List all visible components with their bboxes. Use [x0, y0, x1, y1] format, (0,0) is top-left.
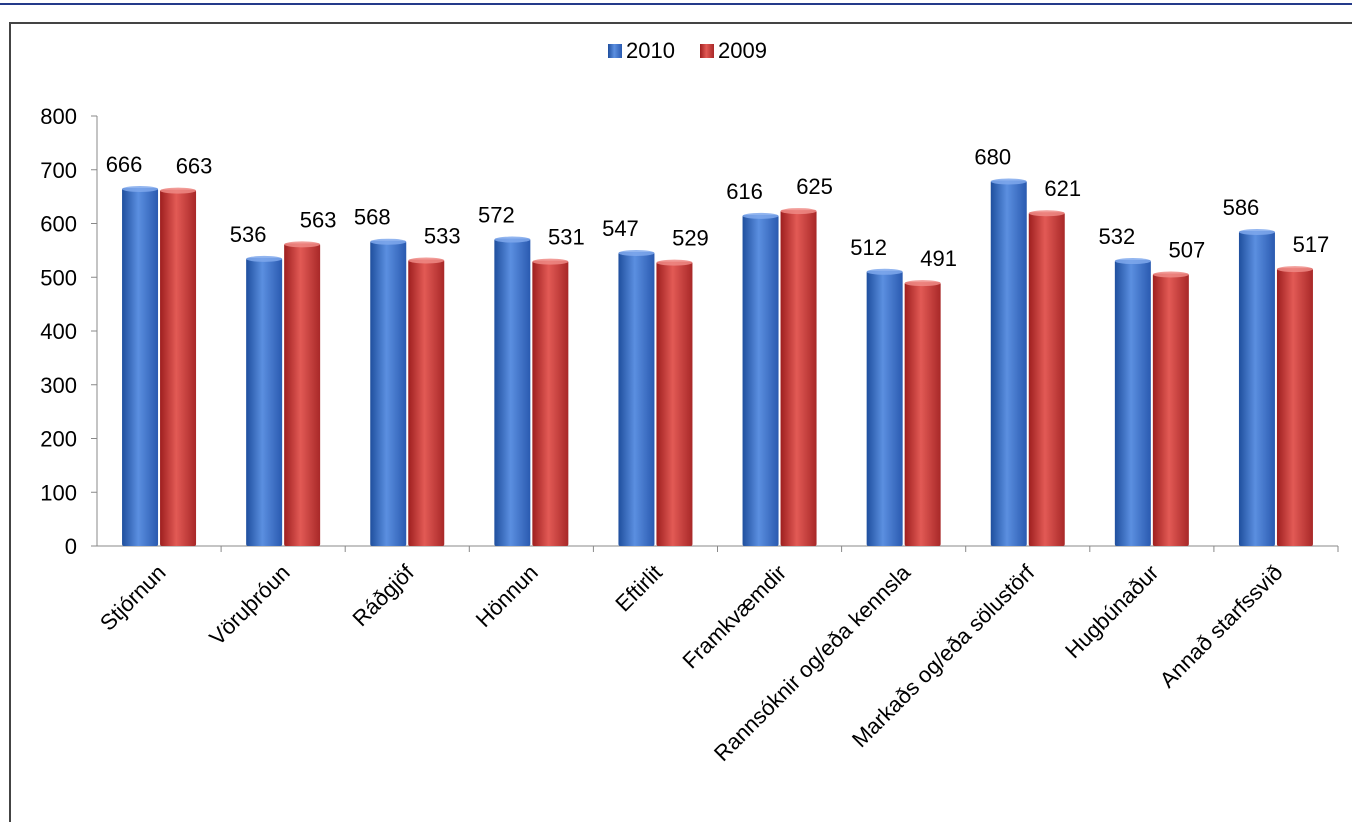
data-label: 586 [1223, 195, 1260, 220]
bar-cap [866, 268, 903, 275]
bar-cap [780, 208, 817, 215]
data-label: 572 [478, 203, 515, 228]
y-tick-label: 600 [40, 212, 77, 237]
data-label: 533 [424, 224, 461, 249]
bar-2009 [1028, 212, 1065, 546]
x-category-label: Rannsóknir og/eða kennsla [709, 559, 916, 766]
bar-2009 [160, 189, 197, 546]
data-label: 512 [850, 235, 887, 260]
y-tick-label: 200 [40, 427, 77, 452]
bar-cap [1152, 271, 1189, 278]
bar-cap [1276, 266, 1313, 273]
bar-cap [160, 187, 197, 194]
data-label: 680 [974, 145, 1011, 170]
data-label: 666 [106, 152, 143, 177]
data-label: 517 [1293, 232, 1330, 257]
legend-label-2009: 2009 [718, 38, 767, 63]
bar-cap [122, 186, 159, 193]
data-label: 507 [1168, 237, 1205, 262]
y-tick-label: 400 [40, 319, 77, 344]
bar-2009 [780, 210, 817, 546]
top-rule [0, 3, 1352, 5]
data-label: 531 [548, 225, 585, 250]
bar-2010 [1238, 231, 1275, 546]
bar-cap [904, 280, 941, 287]
y-tick-label: 500 [40, 265, 77, 290]
bar-2010 [1114, 260, 1151, 546]
y-tick-label: 300 [40, 373, 77, 398]
chart-frame [9, 22, 1352, 822]
bar-2010 [618, 251, 655, 547]
data-label: 547 [602, 216, 639, 241]
legend: 2010 2009 [608, 38, 767, 63]
bar-2010 [370, 240, 407, 546]
bar-2009 [408, 259, 445, 546]
bar-cap [990, 178, 1027, 185]
x-category-label: Hugbúnaður [1060, 560, 1163, 663]
bar-2010 [246, 257, 283, 546]
bar-cap [494, 236, 531, 243]
x-category-label: Eftirlit [610, 560, 667, 617]
data-label: 536 [230, 222, 267, 247]
bar-2009 [532, 260, 569, 546]
bar-2009 [1276, 268, 1313, 546]
bar-2010 [990, 180, 1027, 546]
bar-2010 [122, 188, 159, 546]
bar-cap [1238, 229, 1275, 236]
bar-2010 [866, 270, 903, 546]
y-tick-label: 800 [40, 104, 77, 129]
bar-cap [532, 258, 569, 265]
data-label: 563 [300, 207, 337, 232]
bar-2009 [284, 243, 321, 546]
bar-cap [1114, 258, 1151, 265]
data-label: 616 [726, 179, 763, 204]
data-label: 529 [672, 226, 709, 251]
bar-2009 [656, 261, 693, 546]
legend-swatch-2009 [700, 44, 714, 58]
bar-cap [618, 249, 655, 256]
bar-cap [656, 259, 693, 266]
data-labels: 666 663 536 563 568 533 572 531 547 529 616 625 512 4… [106, 145, 1330, 272]
bar-cap [742, 212, 779, 219]
legend-swatch-2010 [608, 44, 622, 58]
y-tick-label: 100 [40, 480, 77, 505]
bar-2009 [1152, 273, 1189, 546]
bar-cap [284, 241, 321, 248]
bar-cap [1028, 210, 1065, 217]
data-label: 621 [1044, 176, 1081, 201]
bar-2010 [494, 238, 531, 547]
bar-cap [408, 257, 445, 264]
bars [122, 178, 1313, 547]
data-label: 625 [796, 174, 833, 199]
legend-label-2010: 2010 [626, 38, 675, 63]
bar-2010 [742, 214, 779, 546]
y-tick-label: 0 [65, 534, 77, 559]
data-label: 532 [1098, 224, 1135, 249]
x-category-label: Stjórnun [95, 560, 171, 636]
x-category-label: Hönnun [471, 560, 543, 632]
x-category-label: Ráðgjöf [347, 559, 419, 631]
data-label: 491 [920, 246, 957, 271]
bar-cap [370, 238, 407, 245]
x-category-label: Vöruþróun [204, 560, 294, 650]
bar-cap [246, 255, 283, 262]
bar-2009 [904, 282, 941, 546]
y-tick-label: 700 [40, 158, 77, 183]
x-category-label: Framkvæmdir [677, 560, 791, 674]
x-category-label: Annað starfssvið [1155, 560, 1288, 693]
data-label: 568 [354, 205, 391, 230]
data-label: 663 [176, 154, 213, 179]
